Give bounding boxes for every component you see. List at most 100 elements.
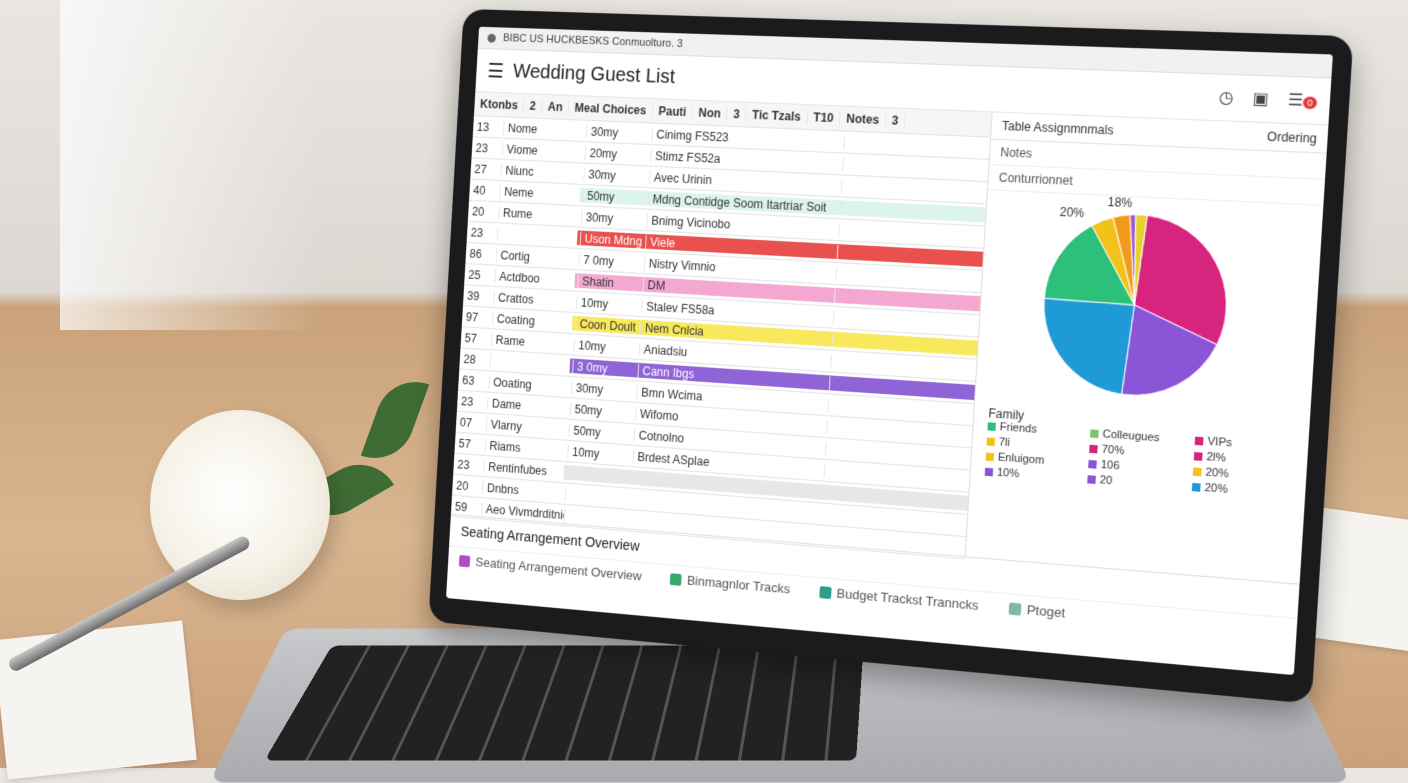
column-header: An [541,99,570,115]
table-cell: Dnbns [483,480,567,501]
table-cell [564,514,702,527]
legend-swatch [985,452,995,462]
table-cell: 30my [571,380,638,399]
legend-label: 20 [1099,474,1113,488]
table-cell: Niatno [490,353,574,373]
legend-swatch [1192,467,1202,477]
pie-slice [1122,305,1220,401]
table-cell [827,426,972,437]
legend-label: VIPs [1207,435,1233,450]
legend-label: 70% [1101,443,1125,458]
paper [0,620,197,780]
table-cell: 23 [453,456,486,473]
table-cell: 23 [466,225,499,241]
table-cell: Viome [502,141,587,160]
tab-icon [1008,601,1022,616]
table-cell: 13 [472,119,505,135]
tab-icon [818,585,832,599]
legend-swatch [1089,444,1098,454]
side-panel: Table Assignmnmals Ordering Notes Contur… [966,112,1329,583]
legend-swatch [984,467,994,477]
tab[interactable]: Ptoget [1008,600,1066,621]
table-cell: 07 [455,414,488,431]
table-cell: 97 [461,309,494,325]
column-header: T10 [807,110,841,126]
legend-label: 2l% [1206,450,1227,465]
menu-icon[interactable]: ☰ 0 [1287,90,1318,112]
pie-slice [1132,215,1232,345]
app-window: BIBC US HUCKBESKS Conmuolturo. 3 ☰ Weddi… [446,26,1333,676]
column-header: Meal Choices [568,100,654,118]
url[interactable]: BIBC US HUCKBESKS Conmuolturo. 3 [502,32,684,51]
legend-swatch [1087,475,1096,484]
table-cell: 30my [586,124,654,141]
legend-label: 20% [1205,466,1230,481]
keyboard [264,645,864,761]
table-cell: 10my [576,295,643,313]
table-cell: 20 [452,478,484,494]
table-cell: 40 [469,182,502,198]
tab[interactable]: Budget Trackst Tranncks [818,584,979,613]
legend-swatch [1088,459,1097,469]
table-cell: Rume [498,205,583,224]
legend-label: Colleugues [1102,428,1160,445]
table-cell: 63 [458,372,490,389]
table-cell: 57 [454,435,487,452]
browser-dot [487,33,497,43]
tab-label: Binmagnlor Tracks [686,572,791,597]
column-header: 2 [523,98,543,114]
menu-button[interactable]: ☰ [486,60,505,83]
pie-slice [1044,224,1139,305]
legend-swatch [1191,482,1201,492]
legend-swatch [1090,429,1099,439]
side-action[interactable]: Ordering [1266,129,1318,146]
table-cell: Rame [491,332,576,352]
table-cell: Neme [500,184,584,202]
pie-annotation: 18% [1107,196,1133,211]
camera-icon[interactable]: ▣ [1252,90,1270,109]
table-cell [826,448,971,460]
legend-label: Enluigom [997,451,1045,467]
table-cell: 20 [468,203,500,220]
column-header: Non [692,105,728,121]
table-cell: Niunc [501,163,586,181]
table-cell: 30my [584,167,651,184]
table-cell: Actdboo [495,269,579,288]
legend-label: 7li [998,436,1011,450]
column-header: 3 [885,113,906,129]
column-header: Ktonbs [474,96,525,113]
side-title: Table Assignmnmals [1001,118,1114,138]
table-cell [842,185,987,193]
table-cell: 10my [568,444,635,463]
table-cell: 28 [459,351,492,368]
table-cell [844,142,990,149]
toolbar: ◷ ▣ ☰ 0 [1218,87,1318,112]
table-cell: Nome [503,120,588,138]
tab-label: Budget Trackst Tranncks [836,585,979,613]
laptop-screen: BIBC US HUCKBESKS Conmuolturo. 3 ☰ Weddi… [428,8,1354,704]
column-header: Tic Tzals [745,107,809,125]
column-header: Notes [839,111,887,128]
table-cell: Coon Doult [575,316,642,335]
table-cell: 20my [585,145,652,163]
tab-icon [669,572,682,586]
legend-swatch [987,422,996,431]
table-cell: 25 [464,267,497,283]
pie-slice [1039,298,1135,394]
legend-label: 10% [996,466,1020,481]
table-cell [828,404,974,415]
refresh-icon[interactable]: ◷ [1218,89,1235,108]
legend-label: Friends [999,421,1038,436]
table-cell [836,273,982,282]
pie-chart: 20% 18% [975,196,1299,423]
table-cell: 59 [450,499,483,515]
tab[interactable]: Binmagnlor Tracks [669,571,791,597]
table-cell: 10my [574,337,641,356]
table-cell: Shatin [578,273,645,292]
tab-icon [458,554,471,567]
table-cell: Vlarny [486,417,571,437]
guest-table: Ktonbs 2 An Meal Choices Pauti Non 3 Tic Tzals T… [450,92,993,560]
table-cell: 23 [457,393,489,410]
table-cell: 86 [465,246,498,262]
window-light [60,0,320,330]
